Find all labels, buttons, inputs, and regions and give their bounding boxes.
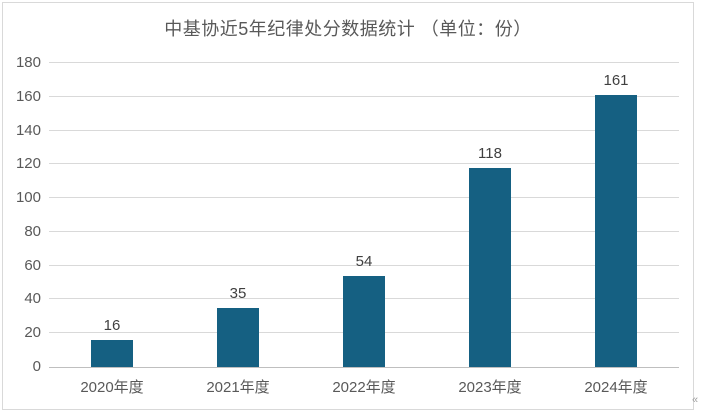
gridline	[49, 129, 679, 131]
gridline	[49, 62, 679, 63]
y-tick-label: 40	[24, 290, 41, 308]
y-tick-label: 180	[15, 54, 41, 71]
bar	[91, 339, 133, 367]
y-tick-label: 100	[15, 189, 41, 207]
y-tick-label: 160	[15, 87, 41, 105]
bar-value-label: 54	[355, 252, 373, 270]
x-tick-label: 2020年度	[80, 379, 144, 396]
gridline	[49, 264, 679, 266]
bar-column: 16	[49, 63, 175, 367]
y-tick-label: 120	[15, 155, 41, 173]
corner-artifact-glyph: «	[692, 394, 699, 406]
y-tick-label: 60	[24, 256, 41, 274]
bar-column: 35	[175, 63, 301, 367]
bar	[343, 275, 385, 367]
x-tick-label: 2021年度	[206, 379, 270, 396]
y-tick-label: 20	[24, 324, 41, 342]
chart-panel: 中基协近5年纪律处分数据统计 （单位：份） 0 20 40 60 80 100 120 140…	[2, 2, 694, 410]
x-tick-label: 2023年度	[458, 379, 522, 396]
chart-title: 中基协近5年纪律处分数据统计 （单位：份）	[164, 19, 532, 39]
gridline	[49, 163, 679, 165]
bar	[469, 167, 511, 367]
bar	[217, 307, 259, 367]
bar-column: 118	[427, 63, 553, 367]
x-tick-label: 2024年度	[584, 379, 648, 396]
bar-column: 54	[301, 63, 427, 367]
bars: 16 35 54 118 161	[49, 63, 679, 367]
bar-column: 161	[553, 63, 679, 367]
gridline	[49, 197, 679, 199]
gridline	[49, 230, 679, 232]
plot-area: 16 35 54 118 161	[49, 62, 679, 368]
gridline	[49, 95, 679, 97]
y-tick-label: 140	[15, 121, 41, 139]
x-tick-label: 2022年度	[332, 379, 396, 396]
bar-value-label: 16	[103, 316, 121, 334]
bar-value-label: 161	[603, 72, 629, 90]
bar	[595, 95, 637, 367]
y-axis-labels: 0 20 40 60 80 100 120 140 160 180	[3, 55, 41, 375]
bar-value-label: 118	[478, 144, 502, 162]
y-tick-label: 0	[32, 358, 41, 375]
y-tick-label: 80	[24, 222, 41, 240]
bar-value-label: 35	[229, 284, 247, 302]
x-axis-labels: 2020年度 2021年度 2022年度 2023年度 2024年度	[49, 374, 679, 397]
